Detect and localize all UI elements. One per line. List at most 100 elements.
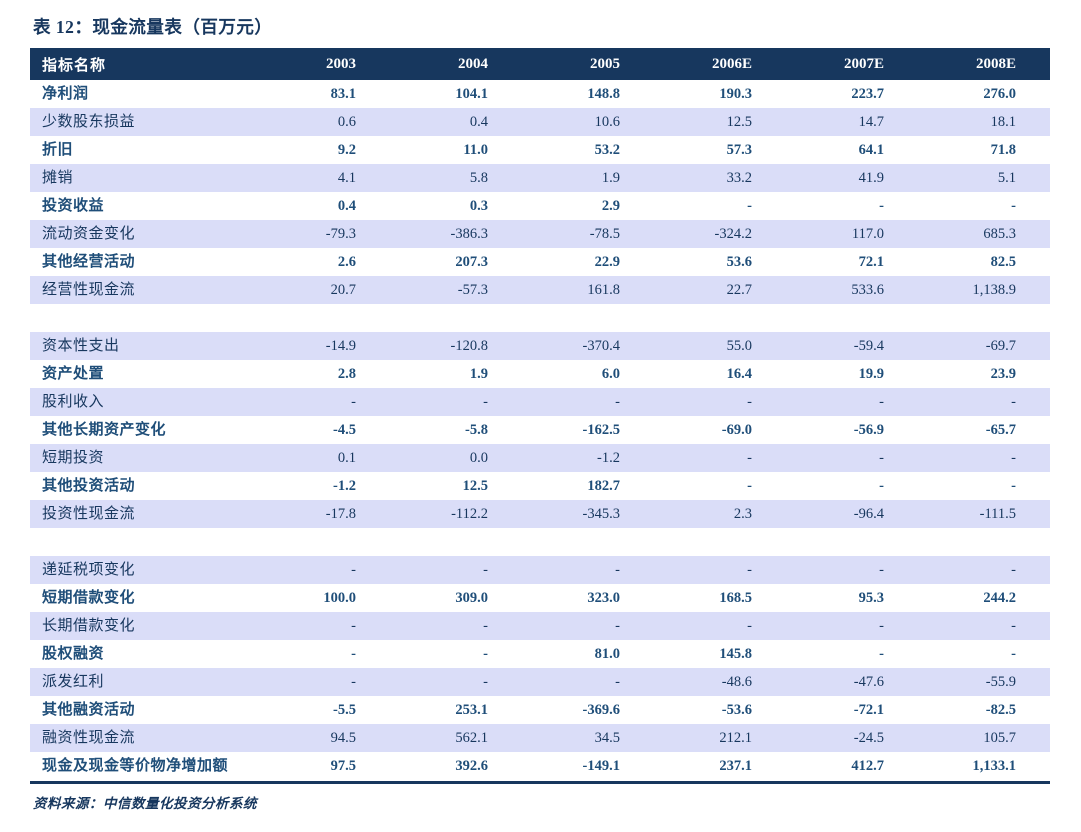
table-row: 流动资金变化 -79.3 -386.3 -78.5 -324.2 117.0 685.3 <box>30 220 1050 248</box>
cell-value: - <box>747 394 752 410</box>
table-row: 其他经营活动 2.6 207.3 22.9 53.6 72.1 82.5 <box>30 248 1050 276</box>
cell-value: 2.3 <box>733 506 752 522</box>
table-header-row: 指标名称 2003 2004 2005 2006E 2007E 2008E <box>30 48 1050 80</box>
cell-value: 83.1 <box>330 86 356 102</box>
table-body: 净利润 83.1 104.1 148.8 190.3 223.7 276.0 少数股东损益 0.… <box>30 80 1050 780</box>
cell-value: 117.0 <box>851 226 884 242</box>
header-cell-year: 2003 <box>258 48 390 80</box>
cell-value: 71.8 <box>990 142 1016 158</box>
row-label: 其他经营活动 <box>42 254 136 270</box>
cell-value: 33.2 <box>726 170 752 186</box>
cell-value: - <box>483 562 488 578</box>
cell-value: 5.8 <box>469 170 488 186</box>
cashflow-table: 指标名称 2003 2004 2005 2006E 2007E 2008E 净利润 83.1 1… <box>30 48 1050 780</box>
cell-value: 100.0 <box>323 590 356 606</box>
cell-value: 562.1 <box>455 730 488 746</box>
row-label: 流动资金变化 <box>42 226 136 242</box>
cell-value: -48.6 <box>721 674 752 690</box>
table-row: 融资性现金流 94.5 562.1 34.5 212.1 -24.5 105.7 <box>30 724 1050 752</box>
cell-value: - <box>747 198 752 214</box>
cell-value: 323.0 <box>587 590 620 606</box>
cell-value: -55.9 <box>985 674 1016 690</box>
row-label: 资本性支出 <box>42 338 120 354</box>
cell-value: - <box>747 562 752 578</box>
cell-value: 2.6 <box>337 254 356 270</box>
cell-value: -370.4 <box>582 338 620 354</box>
table-row: 派发红利 - - - -48.6 -47.6 -55.9 <box>30 668 1050 696</box>
cell-value: - <box>879 198 884 214</box>
cell-value: -79.3 <box>325 226 356 242</box>
row-label: 其他投资活动 <box>42 478 136 494</box>
cell-value: - <box>1011 562 1016 578</box>
cell-value: 0.0 <box>469 450 488 466</box>
table-row: 股权融资 - - 81.0 145.8 - - <box>30 640 1050 668</box>
cell-value: -345.3 <box>582 506 620 522</box>
cell-value: 94.5 <box>330 730 356 746</box>
table-row: 折旧 9.2 11.0 53.2 57.3 64.1 71.8 <box>30 136 1050 164</box>
row-label: 短期投资 <box>42 450 105 466</box>
cell-value: 12.5 <box>462 478 488 494</box>
table-row: 其他融资活动 -5.5 253.1 -369.6 -53.6 -72.1 -82.5 <box>30 696 1050 724</box>
table-row: 资产处置 2.8 1.9 6.0 16.4 19.9 23.9 <box>30 360 1050 388</box>
cell-value: 55.0 <box>726 338 752 354</box>
row-label: 少数股东损益 <box>42 114 136 130</box>
row-label: 经营性现金流 <box>42 282 136 298</box>
cell-value: - <box>879 394 884 410</box>
cell-value: -56.9 <box>853 422 884 438</box>
header-cell-year: 2004 <box>390 48 522 80</box>
cell-value: - <box>879 450 884 466</box>
cell-value: -72.1 <box>853 702 884 718</box>
table-row: 长期借款变化 - - - - - - <box>30 612 1050 640</box>
table-row: 其他长期资产变化 -4.5 -5.8 -162.5 -69.0 -56.9 -65.7 <box>30 416 1050 444</box>
cell-value: -59.4 <box>853 338 884 354</box>
cell-value: 161.8 <box>587 282 620 298</box>
cell-value: - <box>351 674 356 690</box>
cell-value: -4.5 <box>333 422 356 438</box>
cell-value: -1.2 <box>333 478 356 494</box>
cell-value: 97.5 <box>330 758 356 774</box>
row-label: 现金及现金等价物净增加额 <box>42 758 229 774</box>
cell-value: -112.2 <box>451 506 488 522</box>
cell-value: -78.5 <box>589 226 620 242</box>
cell-value: 1.9 <box>469 366 488 382</box>
cell-value: 72.1 <box>858 254 884 270</box>
cell-value: 53.2 <box>594 142 620 158</box>
cell-value <box>390 304 522 332</box>
cell-value: - <box>1011 646 1016 662</box>
row-label: 净利润 <box>42 86 89 102</box>
cell-value: 104.1 <box>455 86 488 102</box>
source-note: 资料来源：中信数量化投资分析系统 <box>33 796 257 811</box>
row-label <box>30 528 258 556</box>
cell-value: -5.8 <box>465 422 488 438</box>
cell-value: 148.8 <box>587 86 620 102</box>
cell-value: 2.9 <box>601 198 620 214</box>
header-cell-year: 2007E <box>786 48 918 80</box>
cell-value: 16.4 <box>726 366 752 382</box>
cell-value: - <box>1011 450 1016 466</box>
cell-value: -65.7 <box>985 422 1016 438</box>
row-label: 资产处置 <box>42 366 105 382</box>
row-label: 投资性现金流 <box>42 506 136 522</box>
cell-value: - <box>483 646 488 662</box>
cell-value: 95.3 <box>858 590 884 606</box>
table-bottom-rule <box>30 781 1050 784</box>
cell-value: 223.7 <box>851 86 884 102</box>
cell-value: - <box>351 618 356 634</box>
cell-value: - <box>747 450 752 466</box>
cell-value: - <box>879 618 884 634</box>
table-row: 资本性支出 -14.9 -120.8 -370.4 55.0 -59.4 -69.7 <box>30 332 1050 360</box>
cell-value: - <box>483 394 488 410</box>
cell-value: -17.8 <box>325 506 356 522</box>
cell-value: 23.9 <box>990 366 1016 382</box>
row-label: 其他长期资产变化 <box>42 422 167 438</box>
cell-value: 41.9 <box>858 170 884 186</box>
cell-value: 22.9 <box>594 254 620 270</box>
cell-value <box>786 304 918 332</box>
cell-value <box>654 528 786 556</box>
header-cell-year: 2005 <box>522 48 654 80</box>
cell-value: -57.3 <box>457 282 488 298</box>
gap-row <box>30 304 1050 332</box>
gap-row <box>30 528 1050 556</box>
cell-value: - <box>879 478 884 494</box>
cell-value: 1,133.1 <box>972 758 1017 774</box>
